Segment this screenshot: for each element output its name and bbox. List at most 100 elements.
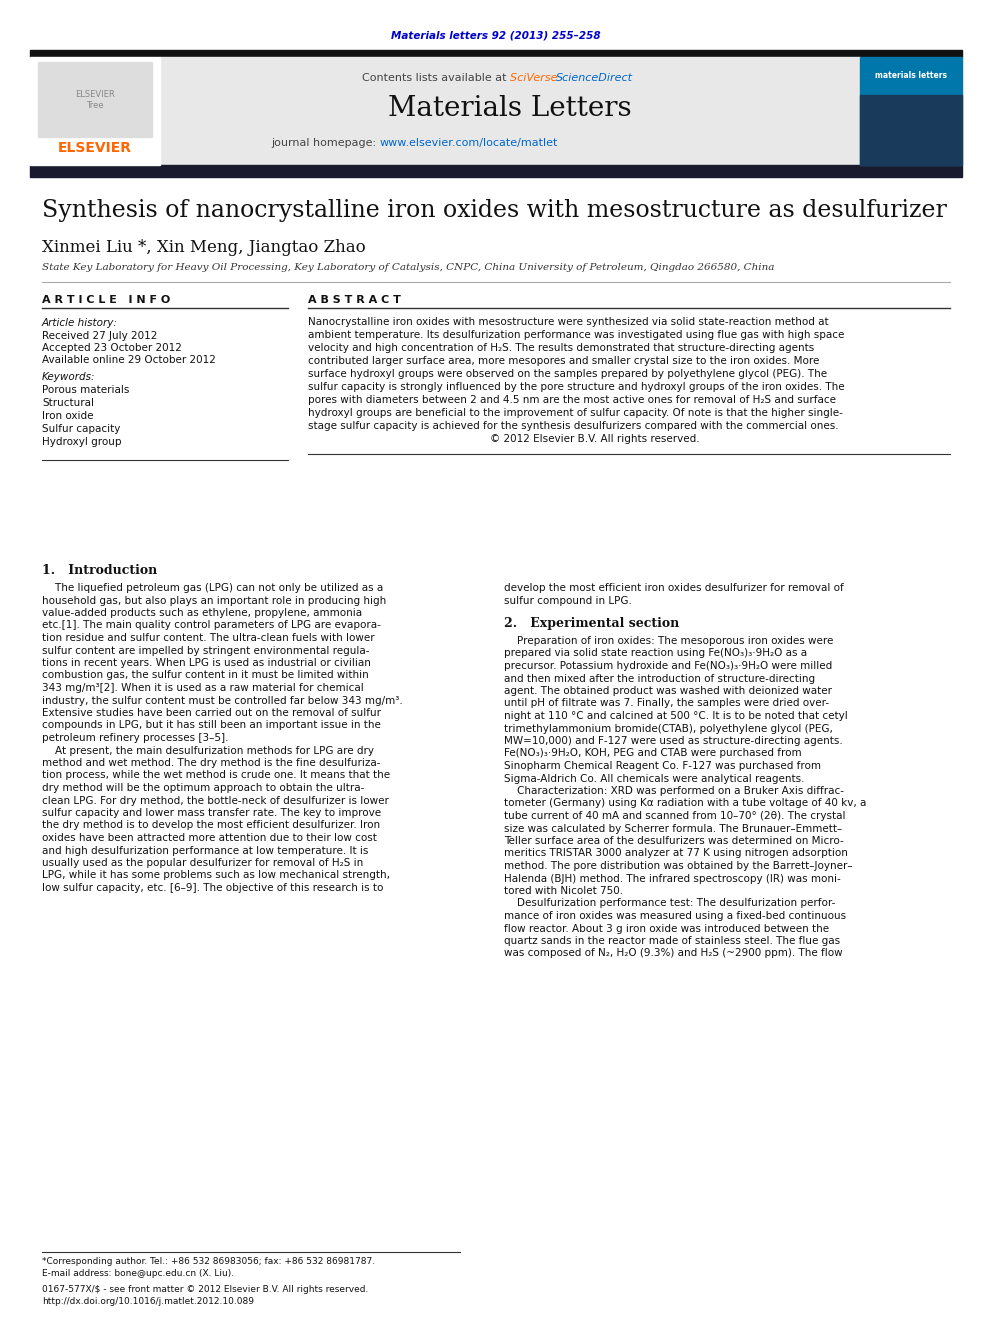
Text: At present, the main desulfurization methods for LPG are dry: At present, the main desulfurization met… xyxy=(42,745,374,755)
Text: Halenda (BJH) method. The infrared spectroscopy (IR) was moni-: Halenda (BJH) method. The infrared spect… xyxy=(504,873,841,884)
Text: Fe(NO₃)₃·9H₂O, KOH, PEG and CTAB were purchased from: Fe(NO₃)₃·9H₂O, KOH, PEG and CTAB were pu… xyxy=(504,749,802,758)
Text: www.elsevier.com/locate/matlet: www.elsevier.com/locate/matlet xyxy=(380,138,558,148)
Text: contributed larger surface area, more mesopores and smaller crystal size to the : contributed larger surface area, more me… xyxy=(308,356,819,366)
Text: Desulfurization performance test: The desulfurization perfor-: Desulfurization performance test: The de… xyxy=(504,898,835,909)
Bar xyxy=(38,62,152,138)
Text: and then mixed after the introduction of structure-directing: and then mixed after the introduction of… xyxy=(504,673,815,684)
Text: Structural: Structural xyxy=(42,398,94,407)
Text: sulfur capacity and lower mass transfer rate. The key to improve: sulfur capacity and lower mass transfer … xyxy=(42,808,381,818)
Text: size was calculated by Scherrer formula. The Brunauer–Emmett–: size was calculated by Scherrer formula.… xyxy=(504,823,842,833)
Text: clean LPG. For dry method, the bottle-neck of desulfurizer is lower: clean LPG. For dry method, the bottle-ne… xyxy=(42,795,389,806)
Text: Nanocrystalline iron oxides with mesostructure were synthesized via solid state-: Nanocrystalline iron oxides with mesostr… xyxy=(308,318,828,327)
Text: Article history:: Article history: xyxy=(42,318,118,328)
Text: sulfur compound in LPG.: sulfur compound in LPG. xyxy=(504,595,632,606)
Text: low sulfur capacity, etc. [6–9]. The objective of this research is to: low sulfur capacity, etc. [6–9]. The obj… xyxy=(42,882,383,893)
Text: 343 mg/m³[2]. When it is used as a raw material for chemical: 343 mg/m³[2]. When it is used as a raw m… xyxy=(42,683,364,693)
Text: A B S T R A C T: A B S T R A C T xyxy=(308,295,401,306)
Text: ELSEVIER
Tree: ELSEVIER Tree xyxy=(75,90,115,110)
Text: Synthesis of nanocrystalline iron oxides with mesostructure as desulfurizer: Synthesis of nanocrystalline iron oxides… xyxy=(42,198,947,221)
Text: Materials letters 92 (2013) 255–258: Materials letters 92 (2013) 255–258 xyxy=(391,30,601,41)
Text: Accepted 23 October 2012: Accepted 23 October 2012 xyxy=(42,343,182,353)
Text: the dry method is to develop the most efficient desulfurizer. Iron: the dry method is to develop the most ef… xyxy=(42,820,380,831)
Text: E-mail address: bone@upc.edu.cn (X. Liu).: E-mail address: bone@upc.edu.cn (X. Liu)… xyxy=(42,1270,234,1278)
Text: Materials Letters: Materials Letters xyxy=(388,94,632,122)
Text: dry method will be the optimum approach to obtain the ultra-: dry method will be the optimum approach … xyxy=(42,783,364,792)
Text: precursor. Potassium hydroxide and Fe(NO₃)₃·9H₂O were milled: precursor. Potassium hydroxide and Fe(NO… xyxy=(504,662,832,671)
Text: tion process, while the wet method is crude one. It means that the: tion process, while the wet method is cr… xyxy=(42,770,390,781)
Text: Sulfur capacity: Sulfur capacity xyxy=(42,423,120,434)
Bar xyxy=(160,57,860,165)
Text: was composed of N₂, H₂O (9.3%) and H₂S (~2900 ppm). The flow: was composed of N₂, H₂O (9.3%) and H₂S (… xyxy=(504,949,842,958)
Text: compounds in LPG, but it has still been an important issue in the: compounds in LPG, but it has still been … xyxy=(42,721,381,730)
Text: A R T I C L E   I N F O: A R T I C L E I N F O xyxy=(42,295,171,306)
Text: meritics TRISTAR 3000 analyzer at 77 K using nitrogen adsorption: meritics TRISTAR 3000 analyzer at 77 K u… xyxy=(504,848,848,859)
Text: ELSEVIER: ELSEVIER xyxy=(58,142,132,155)
Text: Sigma-Aldrich Co. All chemicals were analytical reagents.: Sigma-Aldrich Co. All chemicals were ana… xyxy=(504,774,805,783)
Text: method. The pore distribution was obtained by the Barrett–Joyner–: method. The pore distribution was obtain… xyxy=(504,861,853,871)
Text: SciVerse: SciVerse xyxy=(510,73,561,83)
Text: mance of iron oxides was measured using a fixed-bed continuous: mance of iron oxides was measured using … xyxy=(504,912,846,921)
Text: Hydroxyl group: Hydroxyl group xyxy=(42,437,121,447)
Text: MW=10,000) and F-127 were used as structure-directing agents.: MW=10,000) and F-127 were used as struct… xyxy=(504,736,843,746)
Text: 0167-577X/$ - see front matter © 2012 Elsevier B.V. All rights reserved.: 0167-577X/$ - see front matter © 2012 El… xyxy=(42,1286,368,1294)
Text: tion residue and sulfur content. The ultra-clean fuels with lower: tion residue and sulfur content. The ult… xyxy=(42,632,375,643)
Text: petroleum refinery processes [3–5].: petroleum refinery processes [3–5]. xyxy=(42,733,228,744)
Text: Teller surface area of the desulfurizers was determined on Micro-: Teller surface area of the desulfurizers… xyxy=(504,836,844,845)
Text: Sinopharm Chemical Reagent Co. F-127 was purchased from: Sinopharm Chemical Reagent Co. F-127 was… xyxy=(504,761,821,771)
Text: materials letters: materials letters xyxy=(875,70,947,79)
Text: etc.[1]. The main quality control parameters of LPG are evapora-: etc.[1]. The main quality control parame… xyxy=(42,620,381,631)
Text: tometer (Germany) using Kα radiation with a tube voltage of 40 kv, a: tometer (Germany) using Kα radiation wit… xyxy=(504,799,866,808)
Text: usually used as the popular desulfurizer for removal of H₂S in: usually used as the popular desulfurizer… xyxy=(42,859,363,868)
Text: velocity and high concentration of H₂S. The results demonstrated that structure-: velocity and high concentration of H₂S. … xyxy=(308,343,814,353)
Text: hydroxyl groups are beneficial to the improvement of sulfur capacity. Of note is: hydroxyl groups are beneficial to the im… xyxy=(308,407,843,418)
Text: tions in recent years. When LPG is used as industrial or civilian: tions in recent years. When LPG is used … xyxy=(42,658,371,668)
Text: Keywords:: Keywords: xyxy=(42,372,95,382)
Text: tube current of 40 mA and scanned from 10–70° (2θ). The crystal: tube current of 40 mA and scanned from 1… xyxy=(504,811,845,822)
Text: http://dx.doi.org/10.1016/j.matlet.2012.10.089: http://dx.doi.org/10.1016/j.matlet.2012.… xyxy=(42,1298,254,1307)
Bar xyxy=(860,57,962,165)
Text: night at 110 °C and calcined at 500 °C. It is to be noted that cetyl: night at 110 °C and calcined at 500 °C. … xyxy=(504,710,848,721)
Text: ambient temperature. Its desulfurization performance was investigated using flue: ambient temperature. Its desulfurization… xyxy=(308,329,844,340)
Text: ScienceDirect: ScienceDirect xyxy=(556,73,633,83)
Text: and high desulfurization performance at low temperature. It is: and high desulfurization performance at … xyxy=(42,845,368,856)
Text: household gas, but also plays an important role in producing high: household gas, but also plays an importa… xyxy=(42,595,386,606)
Text: sulfur content are impelled by stringent environmental regula-: sulfur content are impelled by stringent… xyxy=(42,646,369,655)
Text: quartz sands in the reactor made of stainless steel. The flue gas: quartz sands in the reactor made of stai… xyxy=(504,935,840,946)
Text: oxides have been attracted more attention due to their low cost: oxides have been attracted more attentio… xyxy=(42,833,377,843)
Bar xyxy=(30,50,962,57)
Text: © 2012 Elsevier B.V. All rights reserved.: © 2012 Elsevier B.V. All rights reserved… xyxy=(308,434,699,445)
Text: LPG, while it has some problems such as low mechanical strength,: LPG, while it has some problems such as … xyxy=(42,871,390,881)
Text: combustion gas, the sulfur content in it must be limited within: combustion gas, the sulfur content in it… xyxy=(42,671,369,680)
Text: pores with diameters between 2 and 4.5 nm are the most active ones for removal o: pores with diameters between 2 and 4.5 n… xyxy=(308,396,836,405)
Text: Preparation of iron oxides: The mesoporous iron oxides were: Preparation of iron oxides: The mesoporo… xyxy=(504,636,833,646)
Text: value-added products such as ethylene, propylene, ammonia: value-added products such as ethylene, p… xyxy=(42,609,362,618)
Text: develop the most efficient iron oxides desulfurizer for removal of: develop the most efficient iron oxides d… xyxy=(504,583,844,593)
Text: Contents lists available at: Contents lists available at xyxy=(362,73,510,83)
Text: 1.   Introduction: 1. Introduction xyxy=(42,564,158,577)
Text: prepared via solid state reaction using Fe(NO₃)₃·9H₂O as a: prepared via solid state reaction using … xyxy=(504,648,807,659)
Bar xyxy=(30,165,962,177)
Text: Xinmei Liu *, Xin Meng, Jiangtao Zhao: Xinmei Liu *, Xin Meng, Jiangtao Zhao xyxy=(42,239,366,257)
Text: Extensive studies have been carried out on the removal of sulfur: Extensive studies have been carried out … xyxy=(42,708,381,718)
Text: tored with Nicolet 750.: tored with Nicolet 750. xyxy=(504,886,623,896)
Text: *Corresponding author. Tel.: +86 532 86983056; fax: +86 532 86981787.: *Corresponding author. Tel.: +86 532 869… xyxy=(42,1257,375,1266)
Text: stage sulfur capacity is achieved for the synthesis desulfurizers compared with : stage sulfur capacity is achieved for th… xyxy=(308,421,838,431)
Text: until pH of filtrate was 7. Finally, the samples were dried over-: until pH of filtrate was 7. Finally, the… xyxy=(504,699,829,709)
Text: The liquefied petroleum gas (LPG) can not only be utilized as a: The liquefied petroleum gas (LPG) can no… xyxy=(42,583,383,593)
Text: industry, the sulfur content must be controlled far below 343 mg/m³.: industry, the sulfur content must be con… xyxy=(42,696,403,705)
Text: State Key Laboratory for Heavy Oil Processing, Key Laboratory of Catalysis, CNPC: State Key Laboratory for Heavy Oil Proce… xyxy=(42,263,775,273)
Text: Porous materials: Porous materials xyxy=(42,385,129,396)
Text: sulfur capacity is strongly influenced by the pore structure and hydroxyl groups: sulfur capacity is strongly influenced b… xyxy=(308,382,844,392)
Text: surface hydroxyl groups were observed on the samples prepared by polyethylene gl: surface hydroxyl groups were observed on… xyxy=(308,369,827,378)
Text: trimethylammonium bromide(CTAB), polyethylene glycol (PEG,: trimethylammonium bromide(CTAB), polyeth… xyxy=(504,724,833,733)
Text: Received 27 July 2012: Received 27 July 2012 xyxy=(42,331,158,341)
Bar xyxy=(30,57,160,165)
Text: Characterization: XRD was performed on a Bruker Axis diffrac-: Characterization: XRD was performed on a… xyxy=(504,786,844,796)
Text: Available online 29 October 2012: Available online 29 October 2012 xyxy=(42,355,216,365)
Text: flow reactor. About 3 g iron oxide was introduced between the: flow reactor. About 3 g iron oxide was i… xyxy=(504,923,829,934)
Text: method and wet method. The dry method is the fine desulfuriza-: method and wet method. The dry method is… xyxy=(42,758,381,767)
Bar xyxy=(860,95,962,165)
Text: journal homepage:: journal homepage: xyxy=(272,138,380,148)
Text: 2.   Experimental section: 2. Experimental section xyxy=(504,617,680,630)
Text: Iron oxide: Iron oxide xyxy=(42,411,93,421)
